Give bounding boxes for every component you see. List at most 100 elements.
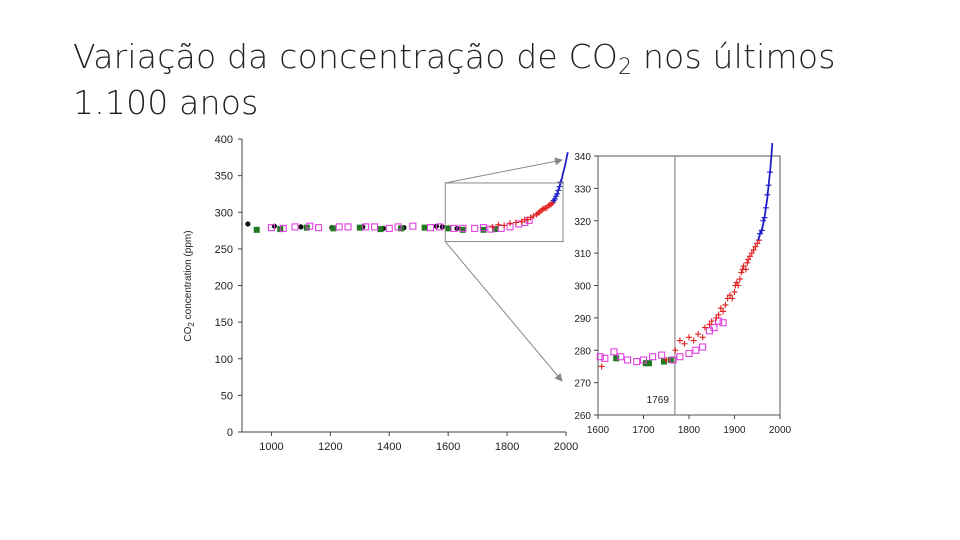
data-point <box>501 222 508 229</box>
data-point <box>495 221 502 228</box>
data-point <box>699 343 707 351</box>
data-point <box>335 223 343 231</box>
inset-y-tick-label: 310 <box>574 249 591 260</box>
data-point <box>253 226 260 233</box>
x-tick-label: 1000 <box>259 441 283 453</box>
data-point <box>676 353 684 361</box>
y-tick-label: 150 <box>215 317 233 329</box>
data-point <box>746 253 753 260</box>
data-point <box>394 223 402 231</box>
data-point <box>530 212 537 219</box>
data-point <box>435 223 443 231</box>
data-point <box>279 224 287 232</box>
series-magenta-open-square <box>596 317 727 366</box>
data-point <box>692 346 700 354</box>
data-point <box>409 222 417 230</box>
data-point <box>459 226 466 233</box>
inset-x-tick-label: 1800 <box>678 425 701 436</box>
data-point <box>764 191 771 198</box>
inset-y-tick-label: 270 <box>574 379 591 390</box>
data-point <box>362 223 370 231</box>
data-point <box>426 224 435 232</box>
y-axis-label: CO2 concentration (ppm) <box>183 230 196 341</box>
data-point <box>596 353 604 361</box>
data-point <box>539 206 546 213</box>
x-tick-label: 2000 <box>554 441 578 453</box>
x-tick-label: 1400 <box>377 441 401 453</box>
data-point <box>291 223 299 231</box>
data-point <box>745 256 752 263</box>
data-point <box>750 246 757 253</box>
series-red-plus <box>598 237 763 370</box>
data-point <box>492 226 499 233</box>
slide-title: Variação da concentração de CO2 nos últi… <box>73 34 933 126</box>
data-point <box>762 204 769 211</box>
data-point <box>756 230 763 237</box>
data-point <box>676 337 683 344</box>
data-point <box>761 214 768 221</box>
inset-frame <box>597 155 781 416</box>
data-point <box>708 318 715 325</box>
inset-x-tick-label: 1900 <box>723 425 746 436</box>
data-point <box>512 219 519 226</box>
data-point <box>370 223 379 231</box>
data-point <box>695 331 702 338</box>
data-point <box>459 224 467 232</box>
data-point <box>613 355 620 362</box>
data-point <box>377 226 384 233</box>
y-tick-label: 300 <box>215 207 233 219</box>
series-red-plus <box>489 199 556 230</box>
data-point <box>480 226 487 233</box>
data-point <box>719 319 727 327</box>
data-point <box>722 301 729 308</box>
inset-y-tick-label: 260 <box>574 411 591 422</box>
inset-chart: 1769 260 270 280 290 300 310 320 330 340 1600 1700 1… <box>574 143 792 436</box>
reference-line-label: 1769 <box>647 395 670 406</box>
series-blue-plus <box>756 169 773 237</box>
y-tick-label: 200 <box>215 281 233 293</box>
data-point <box>557 179 564 186</box>
data-point <box>667 356 674 363</box>
data-point <box>715 311 722 318</box>
data-point <box>660 358 667 365</box>
data-point <box>487 225 495 233</box>
data-point <box>726 292 733 299</box>
x-tick-label: 1200 <box>318 441 342 453</box>
data-point <box>669 356 677 364</box>
y-tick-label: 0 <box>227 427 233 439</box>
data-point <box>445 225 452 232</box>
data-point <box>315 224 323 232</box>
series-blue-plus <box>550 179 564 204</box>
inset-y-tick-label: 340 <box>574 152 591 163</box>
data-point <box>717 305 724 312</box>
data-point <box>551 196 558 203</box>
data-point <box>601 354 609 362</box>
y-tick-label: 400 <box>215 134 233 146</box>
inset-y-tick-label: 300 <box>574 282 591 293</box>
inset-x-tick-label: 1600 <box>587 425 610 436</box>
data-point <box>617 353 625 361</box>
inset-x-tick-label: 1700 <box>632 425 655 436</box>
x-tick-label: 1600 <box>436 441 460 453</box>
data-point <box>710 324 718 332</box>
data-point <box>245 221 251 227</box>
zoom-connector-bottom <box>444 241 563 382</box>
data-point <box>489 223 496 230</box>
data-point <box>267 224 276 232</box>
data-point <box>525 216 533 224</box>
inset-x-tick-label: 2000 <box>769 425 792 436</box>
slide-title-subscript: 2 <box>618 55 633 80</box>
y-axis-label-main: CO <box>183 326 194 341</box>
data-point <box>690 337 697 344</box>
y-axis-label-rest: concentration (ppm) <box>183 230 194 322</box>
data-point <box>658 351 666 359</box>
data-point <box>633 358 641 366</box>
slide-title-suffix: nos últimos 1.100 anos <box>73 37 836 122</box>
data-point <box>752 243 759 250</box>
zoom-region-box <box>444 182 564 243</box>
data-point <box>479 224 488 232</box>
data-point <box>556 183 563 190</box>
data-point <box>645 360 652 367</box>
data-point <box>610 348 618 356</box>
